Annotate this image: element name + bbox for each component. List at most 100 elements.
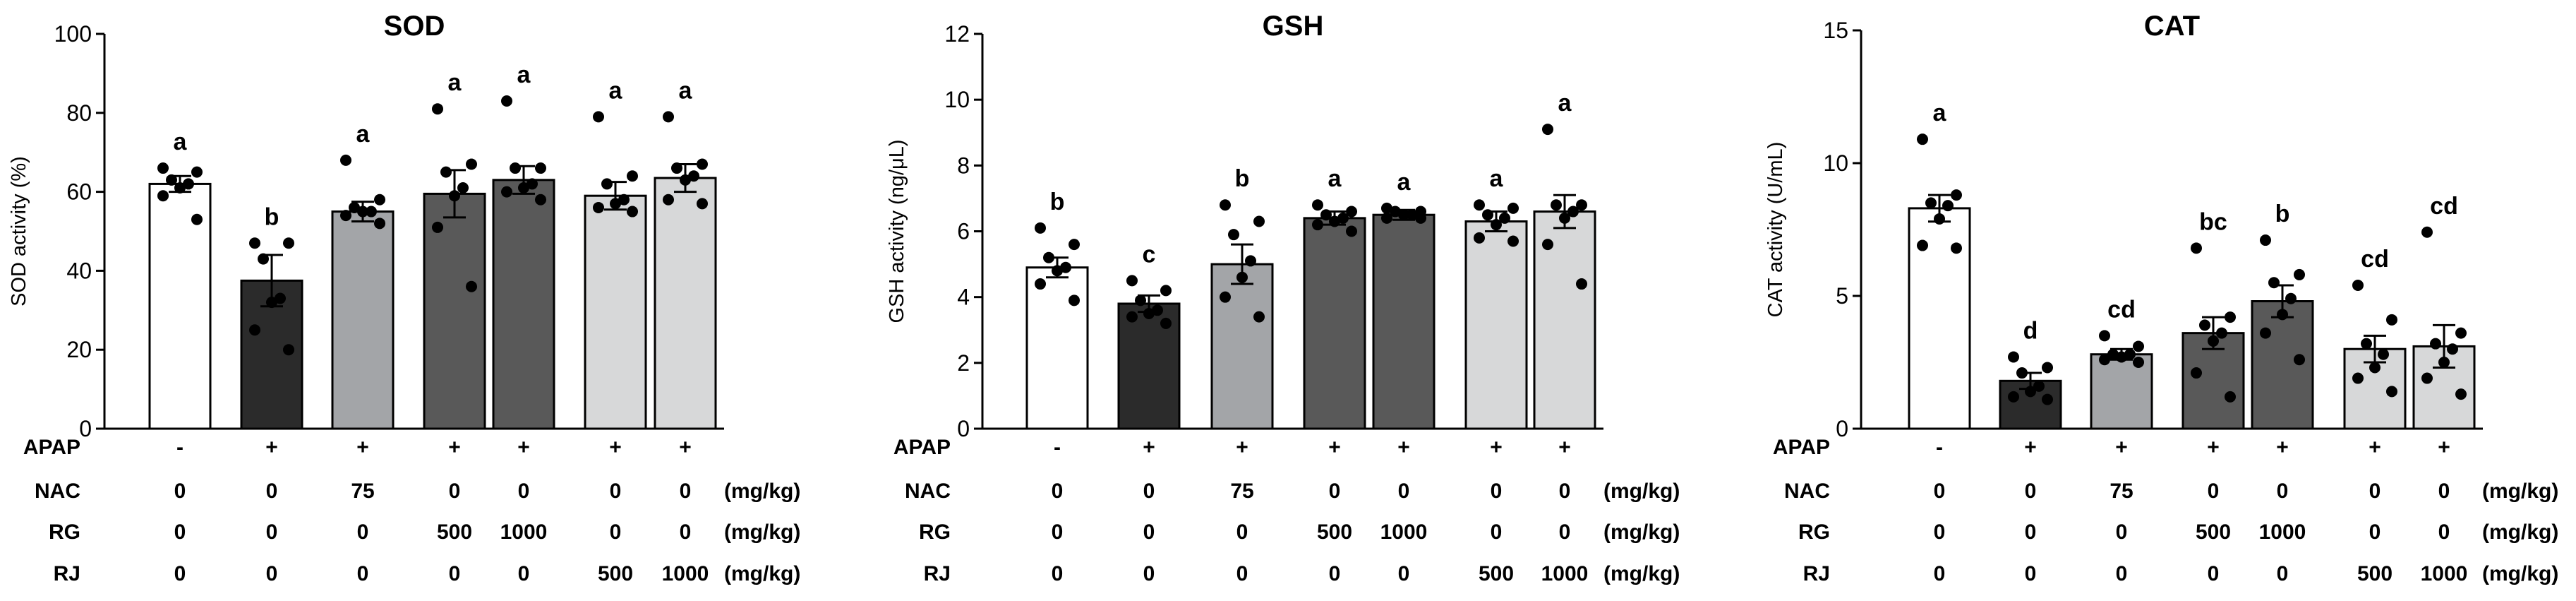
data-point (2033, 380, 2045, 392)
table-cell: + (1236, 436, 1248, 459)
data-point (1398, 209, 1409, 221)
data-point (663, 111, 674, 123)
data-point (593, 111, 604, 123)
data-point (1499, 212, 1510, 224)
data-point (2260, 234, 2271, 246)
table-cell: + (1328, 436, 1341, 459)
data-point (501, 95, 512, 107)
table-cell: 0 (2208, 480, 2220, 503)
significance-letter: a (517, 61, 531, 88)
data-point (374, 218, 385, 230)
panel-cat: CAT CAT activity (U/mL) 0 5 10 15 a d cd bc b cd cd A… (1764, 11, 2558, 585)
data-point (610, 198, 621, 210)
data-point (1917, 133, 1928, 145)
data-point (2386, 386, 2397, 398)
significance-letter: a (1397, 169, 1412, 196)
data-point (1917, 239, 1928, 251)
table-cell: 0 (1559, 520, 1571, 544)
table-cell: 0 (2025, 480, 2037, 503)
data-point (2447, 343, 2458, 355)
table-cell: 0 (2116, 562, 2128, 585)
table-cell: + (1490, 436, 1503, 459)
data-point (1126, 275, 1138, 287)
table-cell: 75 (351, 480, 374, 503)
y-tick-label: 15 (1823, 18, 1848, 43)
data-point (1381, 202, 1392, 214)
table-cell: + (2369, 436, 2381, 459)
table-cell: + (517, 436, 530, 459)
table-unit: (mg/kg) (724, 480, 800, 503)
data-point (249, 324, 260, 336)
data-point (1337, 212, 1349, 224)
data-point (1160, 285, 1172, 297)
data-point (2042, 393, 2053, 405)
data-point (2285, 292, 2297, 304)
table-cell: 0 (680, 520, 692, 544)
table-cell: + (2207, 436, 2220, 459)
y-tick-label: 10 (1823, 150, 1848, 176)
data-point (1576, 278, 1587, 290)
y-tick-label: 20 (66, 337, 92, 362)
data-point (2124, 348, 2136, 360)
table-cell: + (609, 436, 622, 459)
data-point (1135, 294, 1146, 307)
table-unit: (mg/kg) (1603, 562, 1680, 585)
table-cell: + (448, 436, 461, 459)
table-cell: 0 (449, 562, 461, 585)
data-point (510, 162, 521, 174)
significance-letter: c (1143, 241, 1156, 268)
significance-letter: a (1558, 90, 1572, 117)
table-cell: 0 (1329, 562, 1341, 585)
data-point (2116, 351, 2127, 363)
table-cell: 0 (1398, 562, 1410, 585)
table-cell: 1000 (662, 562, 709, 585)
data-point (2260, 327, 2271, 339)
data-point (2025, 386, 2036, 398)
data-point (283, 344, 294, 356)
data-point (2107, 348, 2119, 360)
data-point (2099, 354, 2110, 366)
table-cell: 0 (1934, 520, 1946, 544)
data-point (191, 166, 203, 178)
table-row-label: RJ (924, 562, 951, 585)
significance-letter: a (679, 77, 693, 104)
bar-group-7 (654, 177, 717, 430)
table-cell: 500 (1479, 562, 1514, 585)
data-point (2421, 226, 2433, 238)
data-point (2455, 388, 2467, 400)
data-point (340, 210, 351, 222)
y-tick-label: 0 (1836, 416, 1848, 441)
table-row-label: APAP (893, 436, 951, 459)
table-cell: 1000 (1380, 520, 1428, 544)
table-row-label: NAC (905, 480, 951, 503)
y-tick-label: 40 (66, 258, 92, 283)
data-point (2352, 372, 2364, 384)
data-point (593, 201, 604, 213)
data-point (2208, 335, 2219, 347)
data-point (366, 206, 377, 218)
data-point (663, 194, 674, 206)
table-cell: + (2024, 436, 2037, 459)
table-row-label: RJ (54, 562, 80, 585)
data-point (457, 182, 469, 194)
data-point (466, 280, 477, 292)
data-point (2008, 391, 2019, 403)
data-point (1559, 212, 1570, 224)
data-point (2352, 279, 2364, 291)
table-row-label: NAC (35, 480, 80, 503)
data-point (1951, 242, 1962, 254)
significance-letter: a (356, 121, 371, 148)
bar-group-4 (423, 192, 486, 430)
data-point (1474, 199, 1485, 211)
data-point (2277, 309, 2288, 321)
data-point (1381, 212, 1392, 224)
data-point (680, 174, 691, 186)
table-cell: 0 (518, 480, 530, 503)
data-point (1474, 232, 1485, 244)
data-point (166, 174, 177, 186)
bar-group-1 (1025, 266, 1089, 430)
data-point (535, 162, 546, 174)
panel-title: SOD (384, 11, 445, 42)
data-point (1060, 261, 1071, 273)
table-cell: 0 (174, 520, 186, 544)
